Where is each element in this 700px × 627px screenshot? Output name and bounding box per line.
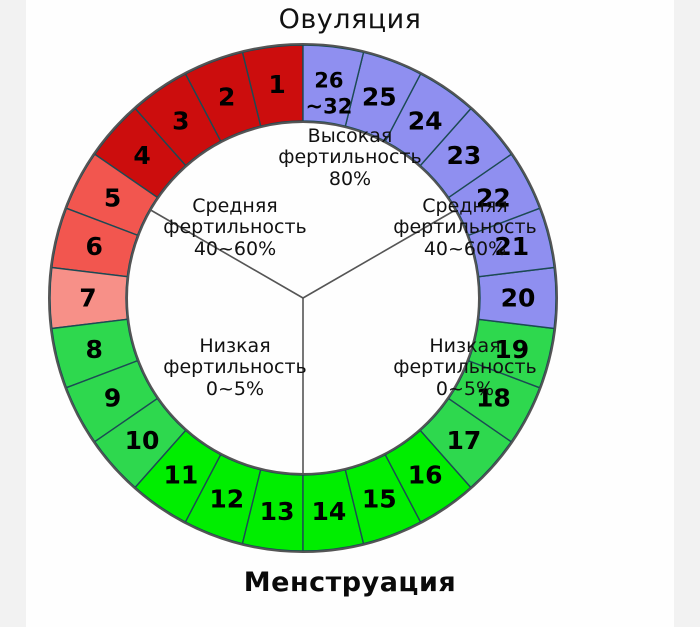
page-edge-shade-right bbox=[674, 0, 700, 627]
zone-medium-left-value: 40~60% bbox=[193, 237, 277, 260]
cycle-day-label-11: 11 bbox=[163, 460, 198, 489]
cycle-day-label-5: 5 bbox=[104, 184, 121, 213]
cycle-day-label-26: 26 bbox=[314, 69, 343, 93]
cycle-day-label-26-range: ~32 bbox=[306, 95, 353, 119]
zone-low-right-line2: фертильность bbox=[393, 356, 537, 379]
zone-medium-fertility-left: Средняя фертильность 40~60% bbox=[120, 195, 350, 260]
zone-low-right-value: 0~5% bbox=[435, 377, 495, 400]
cycle-day-label-1: 1 bbox=[268, 70, 285, 99]
zone-high-fertility: Высокая фертильность 80% bbox=[190, 125, 510, 190]
cycle-day-label-10: 10 bbox=[125, 426, 160, 455]
page-edge-shade-left bbox=[0, 0, 26, 627]
cycle-day-label-24: 24 bbox=[408, 107, 443, 136]
cycle-wheel: 1 2 3 4 5 6 7 8 9 10 11 12 13 14 15 16 17 18 19 20 21 22 23 24 2… bbox=[47, 42, 559, 554]
cycle-day-label-4: 4 bbox=[133, 141, 150, 170]
zone-medium-right-line1: Средняя bbox=[422, 195, 508, 217]
zone-divider-lines bbox=[150, 209, 456, 474]
cycle-day-label-20: 20 bbox=[501, 284, 536, 313]
cycle-day-label-21: 21 bbox=[494, 232, 529, 261]
cycle-day-label-15: 15 bbox=[362, 485, 397, 514]
zone-low-fertility-right: Низкая фертильность 0~5% bbox=[350, 335, 580, 400]
ovulation-title: Овуляция bbox=[278, 4, 422, 35]
zone-medium-fertility-right: Средняя фертильность 40~60% bbox=[350, 195, 580, 260]
cycle-day-label-13: 13 bbox=[260, 497, 295, 526]
cycle-day-label-19: 19 bbox=[494, 335, 529, 364]
zone-low-right-line1: Низкая bbox=[429, 335, 501, 357]
zone-low-left-line1: Низкая bbox=[199, 335, 271, 357]
zone-medium-right-value: 40~60% bbox=[423, 237, 507, 260]
cycle-day-label-23: 23 bbox=[447, 141, 482, 170]
cycle-day-label-6: 6 bbox=[86, 232, 103, 261]
cycle-day-label-3: 3 bbox=[172, 107, 189, 136]
zone-low-left-line2: фертильность bbox=[163, 356, 307, 379]
cycle-day-label-17: 17 bbox=[447, 426, 482, 455]
zone-high-line1: Высокая bbox=[307, 125, 393, 147]
zone-high-line2: фертильность bbox=[278, 146, 422, 169]
cycle-day-label-12: 12 bbox=[209, 485, 244, 514]
cycle-day-label-22: 22 bbox=[476, 184, 511, 213]
zone-medium-left-line2: фертильность bbox=[163, 216, 307, 239]
cycle-day-label-7: 7 bbox=[79, 284, 96, 313]
zone-low-fertility-left: Низкая фертильность 0~5% bbox=[120, 335, 350, 400]
cycle-day-label-8: 8 bbox=[86, 335, 103, 364]
cycle-day-label-18: 18 bbox=[476, 383, 511, 412]
zone-high-value: 80% bbox=[328, 167, 372, 190]
cycle-day-label-9: 9 bbox=[104, 383, 121, 412]
menstruation-title: Менструация bbox=[243, 567, 457, 598]
zone-medium-right-line2: фертильность bbox=[393, 216, 537, 239]
cycle-day-label-14: 14 bbox=[312, 497, 347, 526]
cycle-day-label-16: 16 bbox=[408, 460, 443, 489]
cycle-day-label-2: 2 bbox=[218, 82, 235, 111]
zone-medium-left-line1: Средняя bbox=[192, 195, 278, 217]
cycle-day-label-25: 25 bbox=[362, 82, 397, 111]
zone-low-left-value: 0~5% bbox=[205, 377, 265, 400]
